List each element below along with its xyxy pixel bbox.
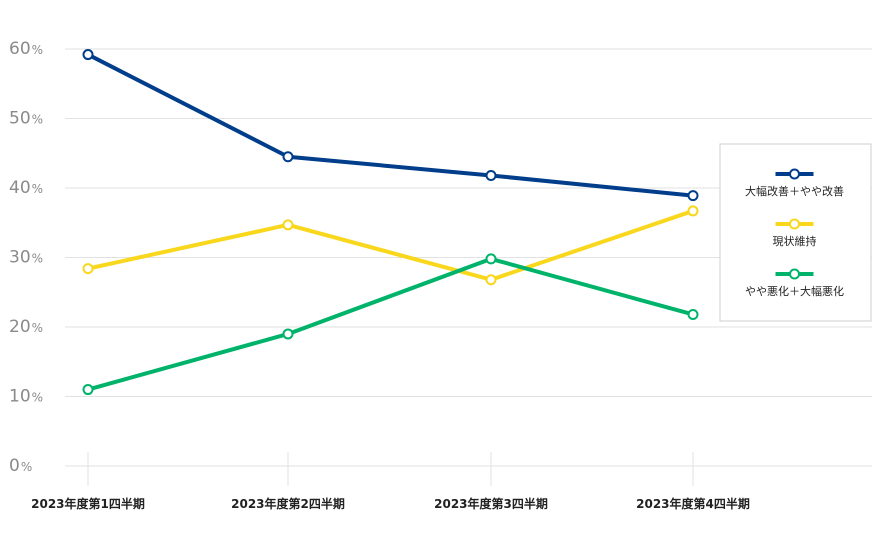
y-tick-label: 60% [9,39,43,59]
series-line [86,256,695,392]
y-tick-unit: % [32,391,43,405]
data-point [687,190,699,202]
y-tick-unit: % [21,460,32,474]
legend-swatch-marker [789,268,800,280]
legend-label: 大幅改善＋やや改善 [745,184,844,198]
y-tick-value: 40 [9,178,31,198]
data-point [687,308,699,320]
legend-swatch-marker [789,218,800,230]
data-point [82,263,94,275]
y-tick-label: 0% [9,456,32,476]
y-tick-label: 50% [9,109,43,129]
legend-label: 現状維持 [773,234,817,248]
series-0 [82,49,699,202]
y-tick-label: 10% [9,387,43,407]
y-tick-label: 40% [9,178,43,198]
data-point [485,169,497,181]
legend-item: 現状維持 [773,218,817,248]
grid [65,48,872,467]
x-tick-label: 2023年度第3四半期 [434,496,548,511]
legend-label: やや悪化＋大幅悪化 [745,284,844,298]
data-point [282,219,294,231]
x-axis: 2023年度第1四半期 2023年度第2四半期 2023年度第3四半期 2023年度第… [31,452,750,511]
y-tick-unit: % [32,252,43,266]
data-point [282,328,294,340]
data-point [687,205,699,217]
y-tick-unit: % [32,113,43,127]
y-tick-label: 20% [9,317,43,337]
series-lines [82,49,699,396]
series-2 [82,253,699,396]
legend-swatch-marker [789,168,800,180]
y-tick-value: 10 [9,387,31,407]
y-tick-unit: % [32,43,43,57]
data-point [82,49,94,61]
x-tick-label: 2023年度第1四半期 [31,496,145,511]
y-tick-unit: % [32,182,43,196]
x-tick-label: 2023年度第4四半期 [636,496,750,511]
data-point [485,253,497,265]
series-line [86,52,695,198]
series-1 [82,205,699,286]
y-tick-value: 30 [9,248,31,268]
y-axis: 0%10%20%30%40%50%60% [9,39,43,476]
legend-item: やや悪化＋大幅悪化 [745,268,844,298]
legend-item: 大幅改善＋やや改善 [745,168,844,198]
y-tick-value: 0 [9,456,20,476]
x-tick-label: 2023年度第2四半期 [231,496,345,511]
data-point [282,151,294,163]
data-point [82,384,94,396]
data-point [485,274,497,286]
y-tick-label: 30% [9,248,43,268]
y-tick-value: 20 [9,317,31,337]
y-tick-value: 60 [9,39,31,59]
y-tick-value: 50 [9,109,31,129]
y-tick-unit: % [32,321,43,335]
series-line [86,208,695,282]
